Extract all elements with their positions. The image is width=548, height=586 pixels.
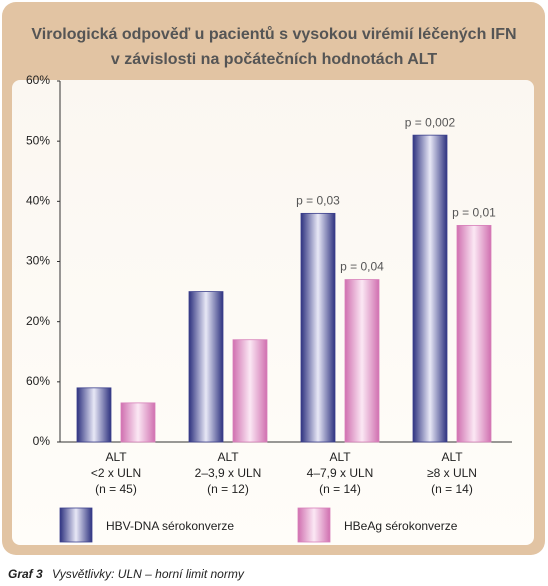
bar [188,291,224,443]
y-tick-label: 20% [26,314,50,328]
legend-swatch [297,507,331,543]
legend-swatch [59,507,93,543]
legend-label: HBV-DNA sérokonverze [106,519,234,533]
bar [456,224,492,443]
x-tick-label: (n = 14) [431,482,473,496]
annotation: p = 0,01 [452,206,496,220]
x-tick-label: 4–7,9 x ULN [307,466,374,480]
y-tick-label: 60% [26,374,50,388]
x-tick-label: <2 x ULN [91,466,141,480]
x-tick-label: ALT [105,450,127,464]
x-tick-label: ALT [217,450,239,464]
y-tick-label: 40% [26,194,50,208]
y-tick-label: 60% [26,73,50,87]
x-tick-label: ≥8 x ULN [427,466,477,480]
x-tick-label: ALT [329,450,351,464]
legend-label: HBeAg sérokonverze [344,519,458,533]
bar [232,339,268,443]
chart-title: Virologická odpověď u pacientů s vysokou… [31,26,516,43]
bar [300,212,336,443]
annotation: p = 0,04 [340,260,384,274]
annotation: p = 0,002 [405,115,456,129]
bar [412,134,448,443]
bar [344,279,380,443]
y-tick-label: 50% [26,133,50,147]
x-tick-label: ALT [441,450,463,464]
annotation: p = 0,03 [296,194,340,208]
y-tick-label: 30% [26,254,50,268]
bar [76,387,112,443]
caption-text: Vysvětlivky: ULN – horní limit normy [52,567,245,581]
x-tick-label: (n = 12) [207,482,249,496]
bar [120,402,156,443]
caption-label: Graf 3 [8,567,43,581]
x-tick-label: (n = 45) [95,482,137,496]
x-tick-label: (n = 14) [319,482,361,496]
chart-title: v závislosti na počátečních hodnotách AL… [111,51,438,68]
y-tick-label: 0% [33,434,51,448]
x-tick-label: 2–3,9 x ULN [195,466,262,480]
